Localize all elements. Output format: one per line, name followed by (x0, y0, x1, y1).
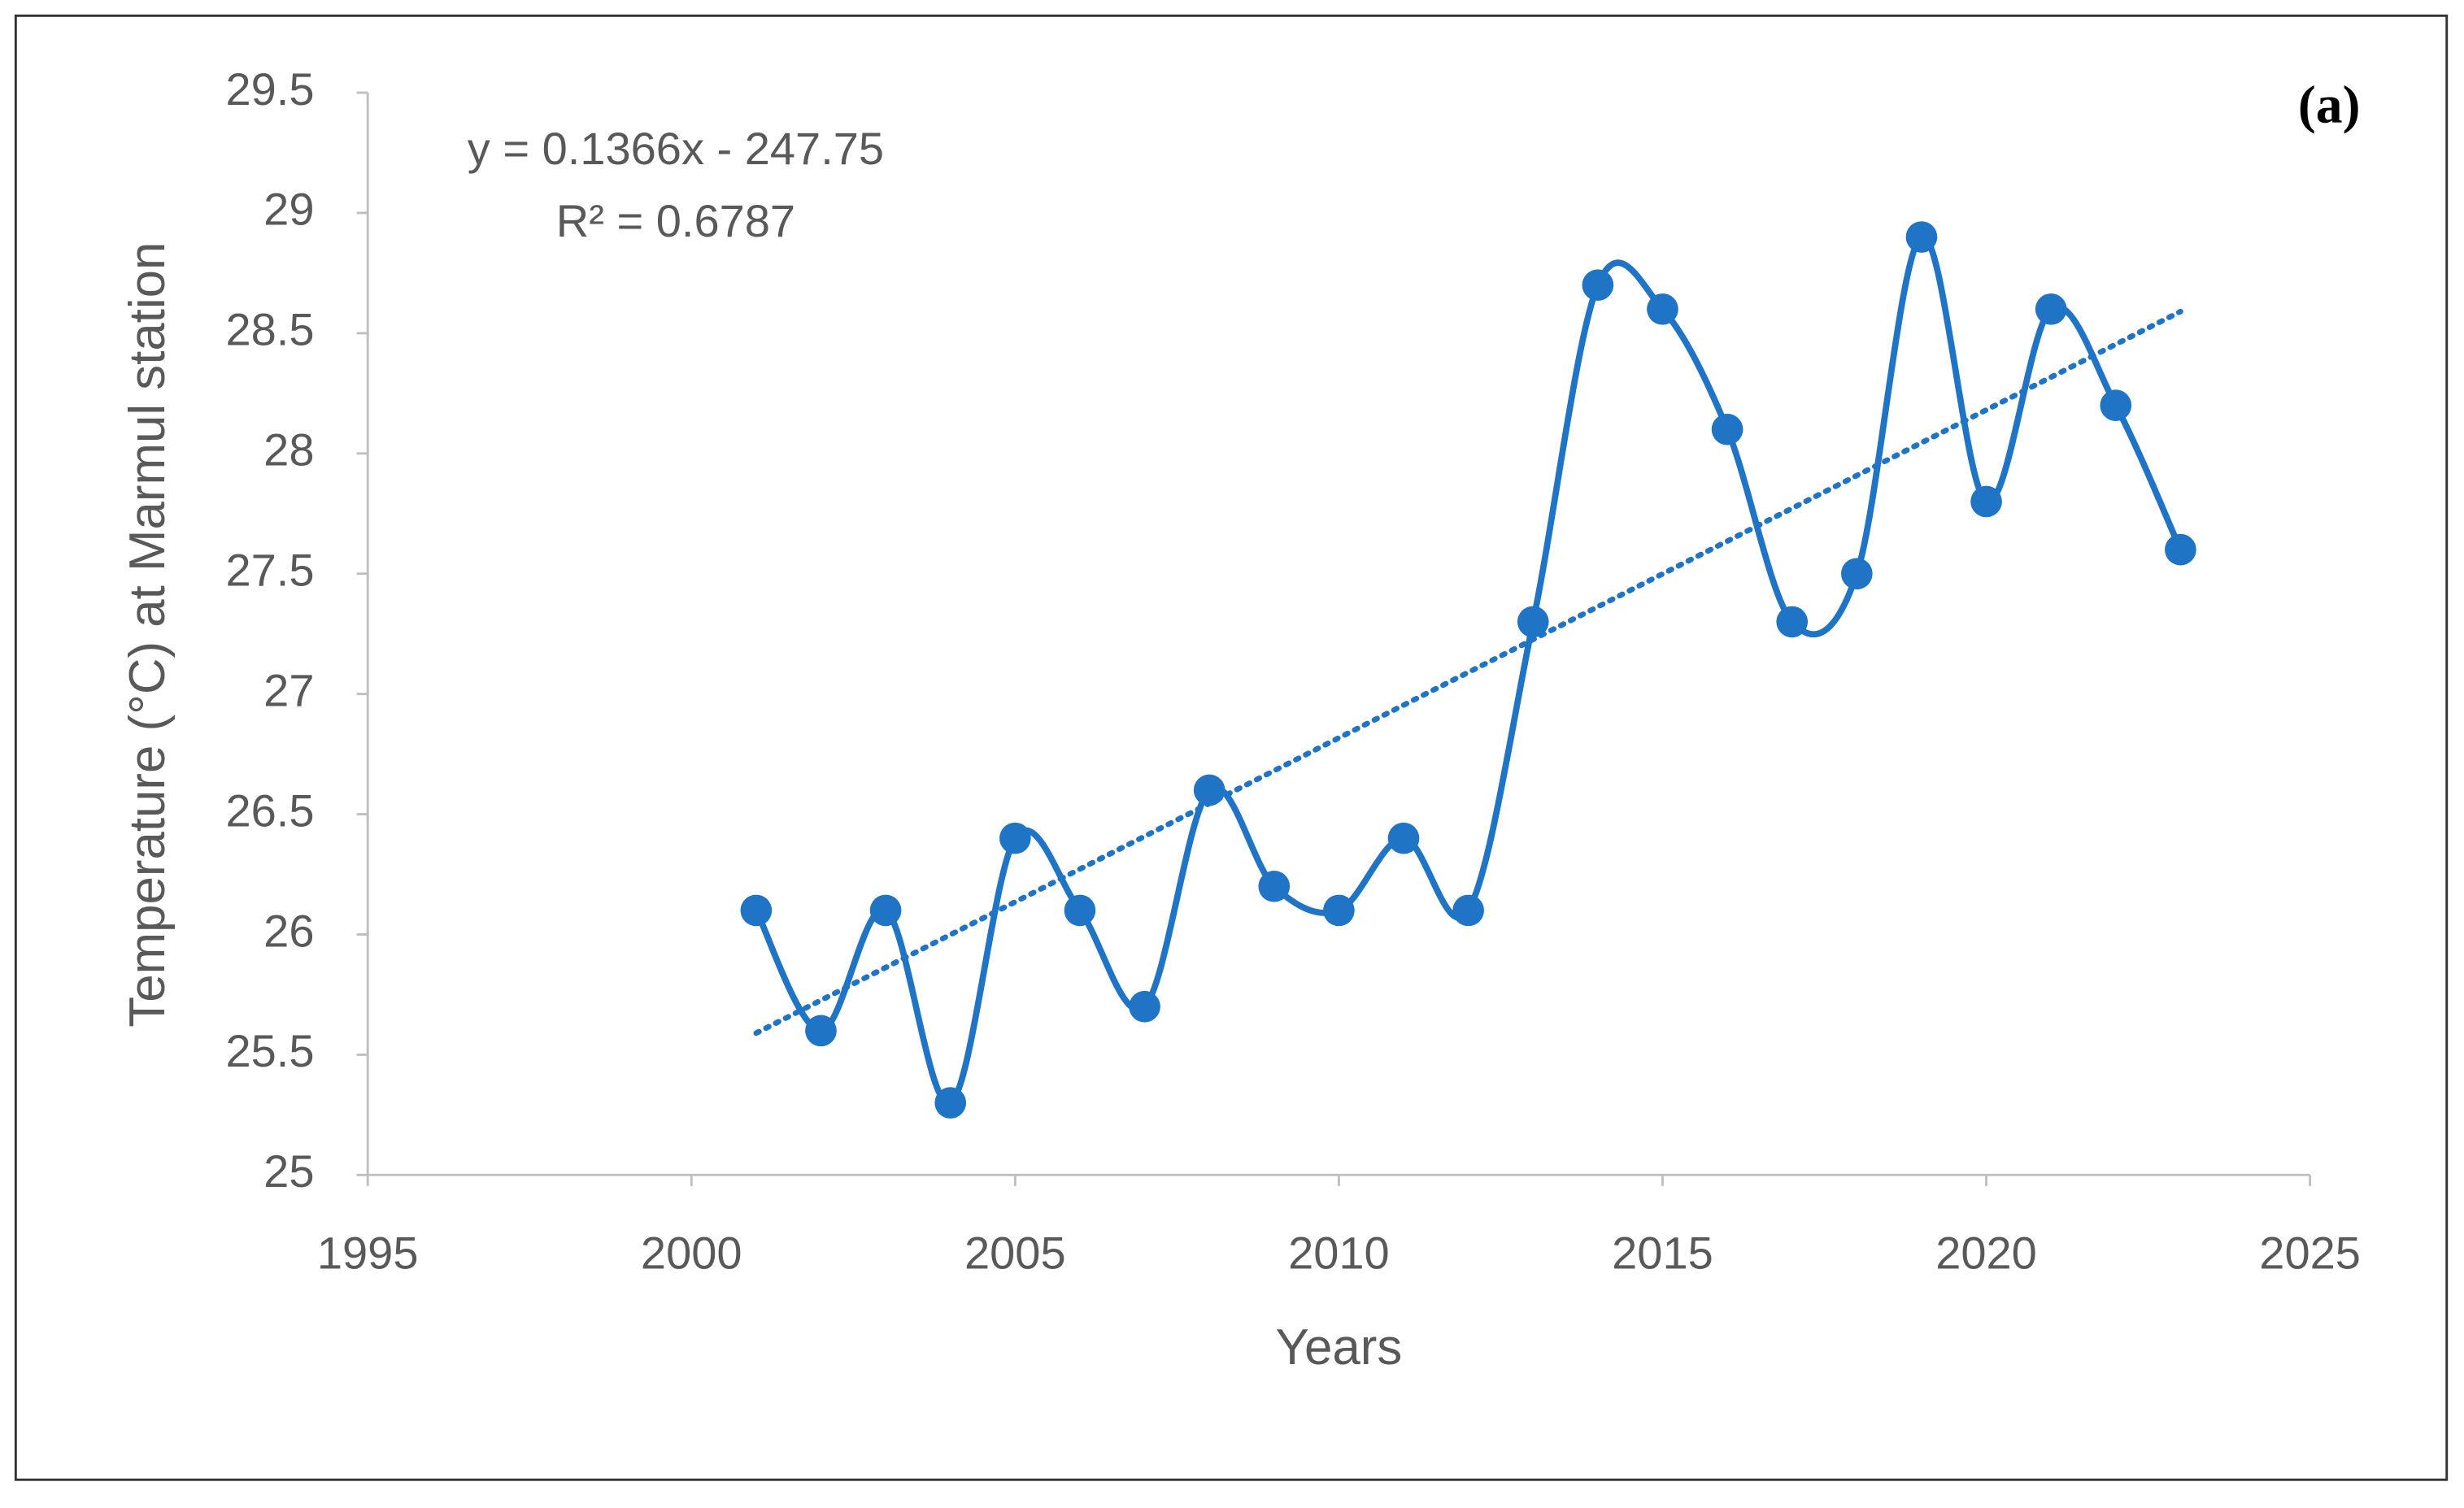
point (934, 1087, 967, 1119)
point (2100, 389, 2132, 421)
y-tick-label: 27 (263, 664, 314, 715)
y-axis-label: Temperature (°C) at Marmul station (120, 242, 176, 1028)
x-tick-label: 2005 (964, 1228, 1066, 1279)
point (2035, 293, 2067, 325)
point (1258, 871, 1291, 902)
point (1323, 894, 1355, 927)
x-tick-label: 2010 (1288, 1228, 1390, 1279)
point (869, 894, 902, 927)
point (1129, 990, 1160, 1023)
y-tick-label: 25 (263, 1145, 314, 1197)
y-tick-label: 29 (263, 184, 314, 235)
y-tick-label: 25.5 (225, 1025, 314, 1076)
y-tick-label: 28.5 (225, 304, 314, 355)
y-tick-label: 28 (263, 424, 314, 476)
y-tick-label: 27.5 (225, 545, 314, 596)
point (1064, 894, 1096, 927)
y-tick-label: 26 (263, 905, 314, 956)
point (805, 1015, 837, 1047)
point (1711, 413, 1744, 445)
point (1193, 774, 1225, 806)
point (1776, 606, 1809, 638)
point (1647, 293, 1678, 325)
point (1387, 822, 1420, 854)
point (1452, 894, 1484, 927)
point (740, 894, 773, 927)
x-tick-label: 2015 (1612, 1228, 1713, 1279)
point (1582, 269, 1614, 302)
x-tick-label: 2020 (1935, 1228, 2037, 1279)
equation: y = 0.1366x - 247.75 (468, 123, 884, 174)
x-axis-label: Years (1275, 1319, 1402, 1375)
y-tick-label: 29.5 (225, 63, 314, 115)
x-tick-label: 2025 (2259, 1228, 2361, 1279)
point (1517, 606, 1549, 638)
point (999, 822, 1031, 854)
point (1905, 221, 1938, 253)
r-squared: R² = 0.6787 (556, 195, 795, 246)
x-tick-label: 1995 (317, 1228, 419, 1279)
x-tick-label: 2000 (641, 1228, 742, 1279)
series-line (753, 233, 2183, 1106)
panel-label: (a) (2298, 75, 2361, 134)
point (2165, 533, 2196, 566)
point (1840, 558, 1873, 590)
frame (14, 14, 2449, 1481)
y-tick-label: 26.5 (225, 784, 314, 836)
point (1970, 485, 2002, 518)
